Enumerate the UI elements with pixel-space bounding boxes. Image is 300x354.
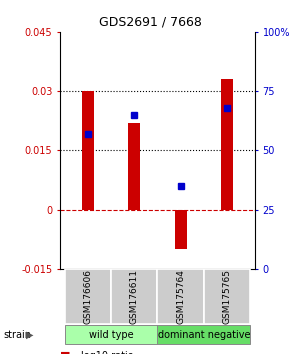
Text: GSM176611: GSM176611	[130, 269, 139, 324]
Text: GSM176606: GSM176606	[83, 269, 92, 324]
Bar	[111, 269, 158, 324]
Bar	[64, 325, 158, 344]
Bar	[221, 79, 233, 210]
Text: log10 ratio: log10 ratio	[81, 351, 134, 354]
Bar	[64, 269, 111, 324]
Text: GSM175765: GSM175765	[223, 269, 232, 324]
Bar	[204, 269, 250, 324]
Bar	[158, 269, 204, 324]
Bar	[158, 325, 250, 344]
Bar	[82, 91, 94, 210]
Text: GDS2691 / 7668: GDS2691 / 7668	[99, 16, 201, 29]
Bar	[175, 210, 187, 249]
Text: strain: strain	[3, 330, 31, 339]
Text: wild type: wild type	[89, 330, 134, 339]
Bar	[128, 123, 140, 210]
Text: ▶: ▶	[26, 330, 34, 339]
Text: GSM175764: GSM175764	[176, 269, 185, 324]
Text: dominant negative: dominant negative	[158, 330, 250, 339]
Text: ■: ■	[60, 351, 70, 354]
